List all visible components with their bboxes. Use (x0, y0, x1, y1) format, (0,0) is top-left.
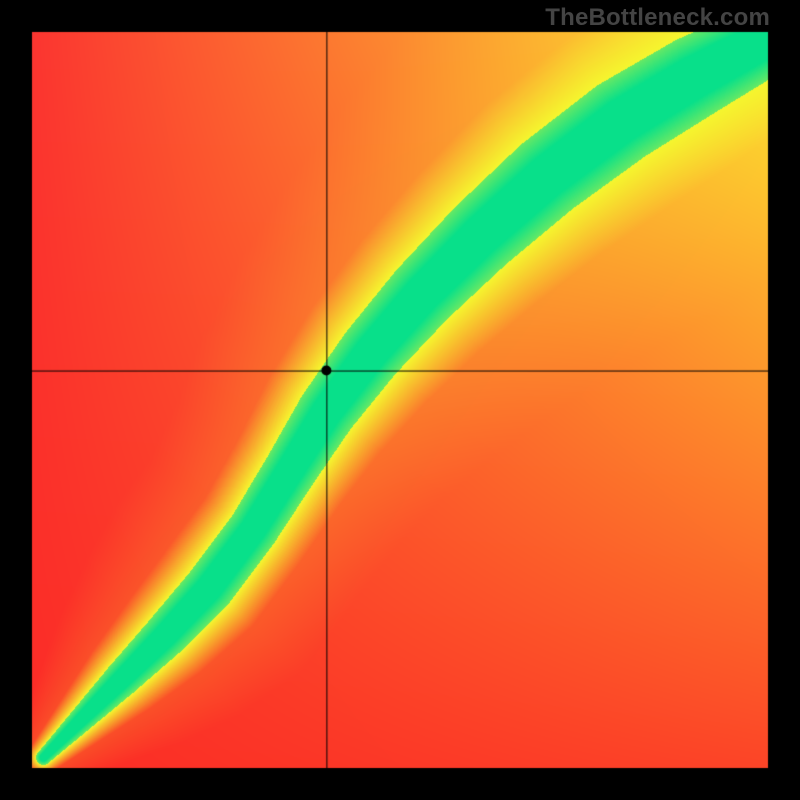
heatmap-canvas (0, 0, 800, 800)
chart-frame: TheBottleneck.com (0, 0, 800, 800)
watermark-text: TheBottleneck.com (545, 4, 770, 32)
